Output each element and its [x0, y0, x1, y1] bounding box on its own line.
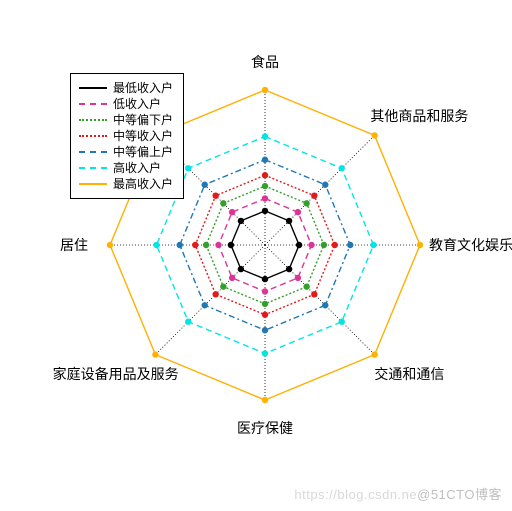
watermark-left: https://blog.csdn.ne: [294, 487, 417, 502]
series-marker: [371, 132, 377, 138]
axis-label: 食品: [251, 52, 279, 72]
series-marker: [262, 276, 268, 282]
series-marker: [238, 218, 244, 224]
series-marker: [229, 209, 235, 215]
series-marker: [303, 200, 309, 206]
axis-label: 其他商品和服务: [370, 106, 468, 126]
legend-label: 最低收入户: [113, 80, 173, 96]
series-marker: [262, 172, 268, 178]
grid-spoke: [265, 245, 375, 355]
series-marker: [296, 242, 302, 248]
series-marker: [303, 283, 309, 289]
series-marker: [185, 319, 191, 325]
series-marker: [153, 242, 159, 248]
series-marker: [322, 302, 328, 308]
series-marker: [262, 312, 268, 318]
series-marker: [262, 301, 268, 307]
series-marker: [220, 283, 226, 289]
watermark-right: @51CTO博客: [417, 487, 502, 502]
axis-label: 家庭设备用品及服务: [53, 364, 179, 384]
series-marker: [202, 302, 208, 308]
series-marker: [185, 165, 191, 171]
series-marker: [203, 242, 209, 248]
axis-label: 居住: [60, 235, 88, 255]
legend-swatch: [79, 183, 107, 185]
series-marker: [370, 242, 376, 248]
series-marker: [295, 209, 301, 215]
series-marker: [202, 182, 208, 188]
legend-item: 中等收入户: [79, 128, 173, 144]
axis-label: 教育文化娱乐服: [429, 235, 512, 255]
series-marker: [286, 266, 292, 272]
series-marker: [229, 275, 235, 281]
legend-swatch: [79, 103, 107, 105]
legend-item: 最高收入户: [79, 176, 173, 192]
series-marker: [107, 242, 113, 248]
series-marker: [228, 242, 234, 248]
series-marker: [262, 133, 268, 139]
series-marker: [262, 157, 268, 163]
series-marker: [238, 266, 244, 272]
series-marker: [220, 200, 226, 206]
axis-label: 医疗保健: [237, 418, 293, 438]
legend: 最低收入户低收入户中等偏下户中等收入户中等偏上户高收入户最高收入户: [70, 73, 184, 199]
legend-label: 高收入户: [113, 160, 161, 176]
grid-spoke: [155, 245, 265, 355]
legend-label: 中等偏上户: [113, 144, 173, 160]
series-marker: [339, 319, 345, 325]
legend-label: 中等偏下户: [113, 112, 173, 128]
series-marker: [347, 242, 353, 248]
legend-label: 低收入户: [113, 96, 161, 112]
series-marker: [262, 195, 268, 201]
legend-swatch: [79, 119, 107, 121]
series-marker: [332, 242, 338, 248]
series-marker: [262, 397, 268, 403]
series-marker: [262, 288, 268, 294]
watermark: https://blog.csdn.ne@51CTO博客: [294, 484, 502, 503]
legend-swatch: [79, 151, 107, 153]
series-marker: [192, 242, 198, 248]
series-marker: [311, 192, 317, 198]
series-marker: [321, 242, 327, 248]
legend-item: 中等偏上户: [79, 144, 173, 160]
series-marker: [152, 351, 158, 357]
series-marker: [262, 87, 268, 93]
series-marker: [212, 192, 218, 198]
series-marker: [262, 327, 268, 333]
legend-item: 高收入户: [79, 160, 173, 176]
series-marker: [417, 242, 423, 248]
series-marker: [308, 242, 314, 248]
series-marker: [339, 165, 345, 171]
series-marker: [322, 182, 328, 188]
series-marker: [371, 351, 377, 357]
series-marker: [295, 275, 301, 281]
axis-label: 交通和通信: [374, 364, 444, 384]
legend-swatch: [79, 135, 107, 137]
legend-label: 中等收入户: [113, 128, 173, 144]
series-marker: [215, 242, 221, 248]
legend-item: 中等偏下户: [79, 112, 173, 128]
series-marker: [177, 242, 183, 248]
series-marker: [311, 291, 317, 297]
series-marker: [286, 218, 292, 224]
series-marker: [262, 350, 268, 356]
legend-item: 最低收入户: [79, 80, 173, 96]
legend-label: 最高收入户: [113, 176, 173, 192]
series-marker: [212, 291, 218, 297]
legend-swatch: [79, 87, 107, 89]
series-marker: [262, 183, 268, 189]
grid-spoke: [265, 135, 375, 245]
legend-item: 低收入户: [79, 96, 173, 112]
series-marker: [262, 208, 268, 214]
legend-swatch: [79, 167, 107, 169]
